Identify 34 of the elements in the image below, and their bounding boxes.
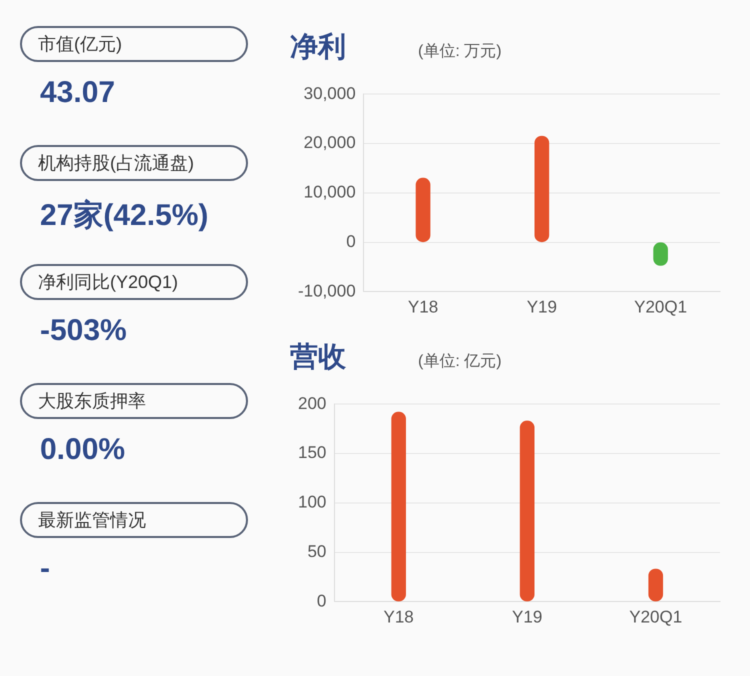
x-tick-label: Y18 xyxy=(384,607,414,626)
text: 净利同比(Y20Q1) xyxy=(20,264,248,300)
bar xyxy=(534,136,550,242)
x-tick-label: Y19 xyxy=(512,607,542,626)
y-tick-label: 30,000 xyxy=(304,84,356,103)
text: 机构持股(占流通盘) xyxy=(20,145,248,181)
x-tick-label: Y20Q1 xyxy=(629,607,682,626)
chart-subtitle: (单位: 万元) xyxy=(418,42,502,62)
text: 27家(42.5%) xyxy=(40,198,210,234)
bar xyxy=(520,420,535,602)
text: 43.07 xyxy=(40,76,116,110)
y-tick-label: 0 xyxy=(346,232,356,251)
bar xyxy=(391,412,406,602)
y-tick-label: 100 xyxy=(298,492,326,512)
x-tick-label: Y20Q1 xyxy=(634,297,688,316)
bar xyxy=(416,178,430,242)
chart-subtitle: (单位: 亿元) xyxy=(418,352,502,372)
y-tick-label: 200 xyxy=(298,394,326,413)
x-tick-label: Y18 xyxy=(408,297,438,316)
text: 0.00% xyxy=(40,433,126,467)
y-tick-label: 0 xyxy=(316,591,326,610)
y-tick-label: 10,000 xyxy=(304,182,356,202)
chart-title: 净利 xyxy=(290,30,346,64)
text: - xyxy=(40,552,51,586)
text: 大股东质押率 xyxy=(20,383,248,419)
text: 最新监管情况 xyxy=(20,502,248,538)
chart-title: 营收 xyxy=(290,340,346,374)
y-tick-label: 150 xyxy=(298,443,326,462)
y-tick-label: -10,000 xyxy=(298,281,356,300)
y-tick-label: 20,000 xyxy=(304,133,356,152)
y-tick-label: 50 xyxy=(307,542,326,561)
text: -503% xyxy=(40,314,128,348)
x-tick-label: Y19 xyxy=(526,297,557,316)
text: 市值(亿元) xyxy=(20,26,248,62)
